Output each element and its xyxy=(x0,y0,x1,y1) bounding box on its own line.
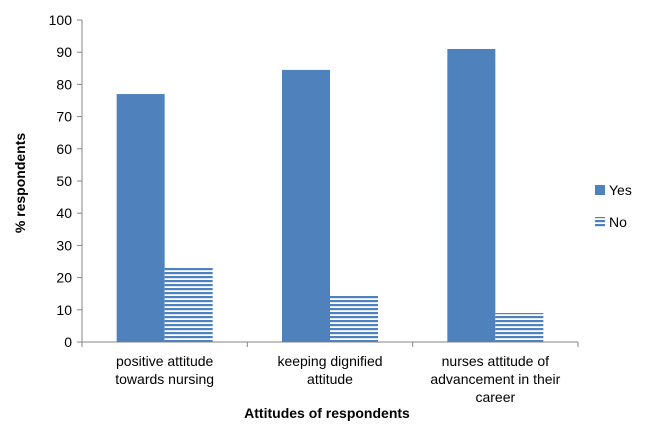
y-tick-label: 0 xyxy=(64,334,72,350)
y-tick-label: 30 xyxy=(56,237,72,253)
y-tick-label: 50 xyxy=(56,173,72,189)
y-tick-label: 40 xyxy=(56,205,72,221)
y-tick-label: 60 xyxy=(56,141,72,157)
category-label-line: career xyxy=(475,389,515,405)
bar-no-3 xyxy=(495,313,544,342)
x-axis-title: Attitudes of respondents xyxy=(244,405,410,421)
y-tick-label: 90 xyxy=(56,44,72,60)
y-axis-title: % respondents xyxy=(12,133,28,234)
x-category-label: positive attitude towards nursing xyxy=(115,353,214,387)
category-label-line: advancement in their xyxy=(430,371,560,387)
bar-yes-1 xyxy=(116,94,165,342)
legend-swatch-yes xyxy=(595,185,605,195)
y-tick-label: 80 xyxy=(56,76,72,92)
bar-yes-2 xyxy=(282,69,330,342)
x-category-label: nurses attitude of advancement in their ca… xyxy=(430,353,560,405)
category-label-line: attitude xyxy=(307,371,353,387)
legend-swatch-no xyxy=(595,217,605,227)
category-label-line: keeping dignified xyxy=(277,353,382,369)
y-tick-label: 10 xyxy=(56,302,72,318)
bar-no-2 xyxy=(330,295,378,342)
legend-label-yes: Yes xyxy=(609,182,632,198)
bar-yes-3 xyxy=(447,48,496,342)
y-tick-label: 100 xyxy=(49,12,73,28)
x-category-label: keeping dignified attitude xyxy=(277,353,382,387)
legend-label-no: No xyxy=(609,214,627,230)
y-tick-label: 20 xyxy=(56,270,72,286)
bar-no-1 xyxy=(164,267,213,342)
category-label-line: towards nursing xyxy=(115,371,214,387)
category-label-line: nurses attitude of xyxy=(442,353,550,369)
category-label-line: positive attitude xyxy=(116,353,213,369)
legend: Yes No xyxy=(595,182,632,230)
y-tick-label: 70 xyxy=(56,109,72,125)
